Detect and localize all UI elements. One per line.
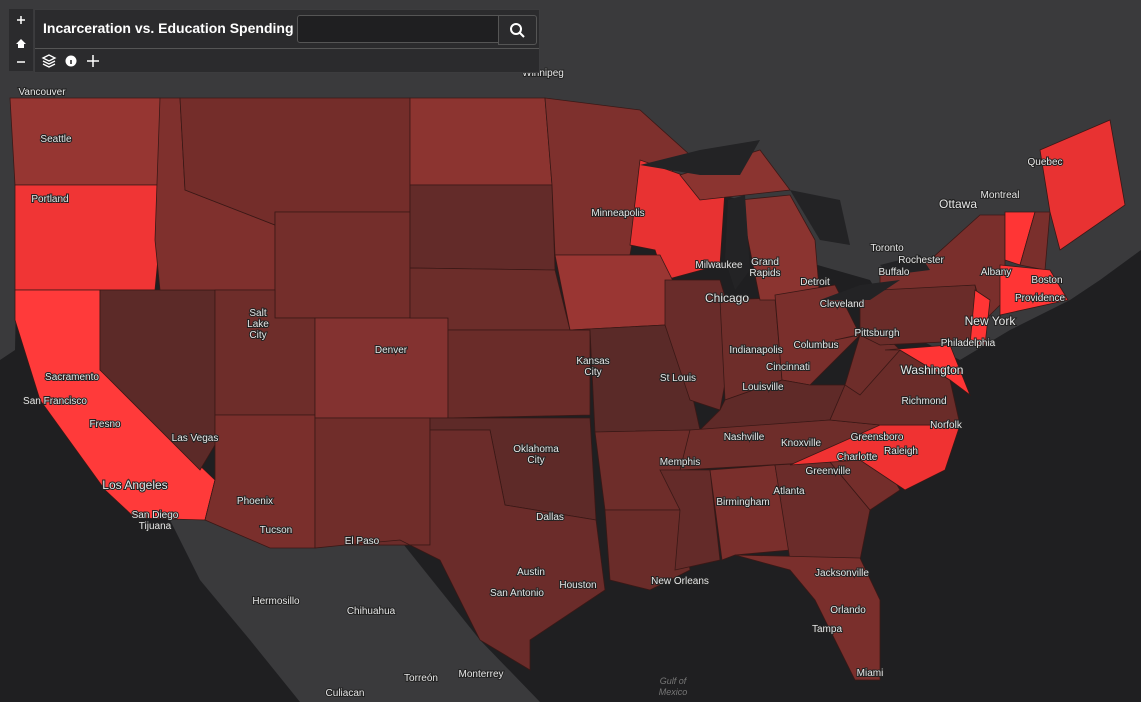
city-label: Philadelphia: [941, 338, 996, 349]
city-label: Richmond: [901, 396, 946, 407]
city-label: City: [584, 367, 601, 378]
city-label: Phoenix: [237, 496, 273, 507]
city-label: Seattle: [40, 134, 72, 145]
city-label: Jacksonville: [815, 568, 869, 579]
states: [9, 97, 1126, 681]
city-label: Chihuahua: [347, 606, 396, 617]
city-label: Memphis: [660, 457, 701, 468]
city-label: Austin: [517, 567, 545, 578]
city-label: Culiacan: [326, 688, 365, 699]
city-label: Fresno: [89, 419, 121, 430]
city-label: Chicago: [705, 291, 749, 305]
city-label: Boston: [1031, 275, 1062, 286]
city-label: Tucson: [260, 525, 292, 536]
city-label: Ottawa: [939, 197, 977, 211]
city-label: Minneapolis: [591, 208, 644, 219]
city-label: Atlanta: [773, 486, 805, 497]
city-label: Quebec: [1027, 157, 1062, 168]
city-label: Lake: [247, 319, 269, 330]
city-label: Cincinnati: [766, 362, 810, 373]
city-label: Buffalo: [879, 267, 910, 278]
city-label: Toronto: [870, 243, 904, 254]
city-label: San Antonio: [490, 588, 544, 599]
locate-button[interactable]: [87, 55, 99, 67]
zoom-in[interactable]: [17, 16, 25, 24]
city-label: Rochester: [898, 255, 944, 266]
city-label: City: [527, 455, 544, 466]
city-label: Greenville: [805, 466, 850, 477]
city-label: Nashville: [724, 432, 765, 443]
search-icon: [510, 23, 525, 38]
city-label: Raleigh: [884, 446, 918, 457]
city-label: Albany: [981, 267, 1012, 278]
city-label: Milwaukee: [695, 260, 743, 271]
city-label: Knoxville: [781, 438, 821, 449]
city-label: Rapids: [749, 268, 780, 279]
header-panel: Incarceration vs. Education Spending: [34, 9, 540, 73]
app-title: Incarceration vs. Education Spending: [43, 20, 294, 36]
city-label: Charlotte: [837, 452, 878, 463]
lakes: [640, 140, 930, 300]
city-label: Houston: [559, 580, 596, 591]
city-label: Oklahoma: [513, 444, 559, 455]
city-label: Las Vegas: [172, 433, 219, 444]
zoom-icons: [16, 16, 26, 63]
zoom-controls: [9, 9, 33, 71]
city-label: Washington: [901, 363, 964, 377]
info-glyph: [70, 60, 72, 64]
city-label: Grand: [751, 257, 779, 268]
city-label: Torreón: [404, 673, 438, 684]
city-label: New York: [965, 314, 1017, 328]
city-label: New Orleans: [651, 576, 709, 587]
city-label: El Paso: [345, 536, 380, 547]
city-label: Norfolk: [930, 420, 963, 431]
city-label: City: [249, 330, 266, 341]
divider: [35, 48, 539, 49]
toolbar: [41, 54, 99, 68]
search-input[interactable]: [297, 15, 499, 43]
city-label: Montreal: [981, 190, 1020, 201]
city-label: Kansas: [576, 356, 609, 367]
city-label: San Diego: [132, 510, 179, 521]
city-label: Los Angeles: [102, 478, 167, 492]
city-label: Vancouver: [18, 87, 66, 98]
city-label: Providence: [1015, 293, 1065, 304]
city-label: St Louis: [660, 373, 696, 384]
city-label: Indianapolis: [729, 345, 782, 356]
home-button[interactable]: [16, 39, 26, 48]
city-label: Cleveland: [820, 299, 864, 310]
city-label: Birmingham: [716, 497, 769, 508]
city-label: Portland: [31, 194, 68, 205]
city-label: San Francisco: [23, 396, 87, 407]
city-label: Pittsburgh: [854, 328, 899, 339]
city-label: Louisville: [742, 382, 784, 393]
layers-button[interactable]: [41, 54, 57, 68]
city-label: Detroit: [800, 277, 830, 288]
city-label: Dallas: [536, 512, 564, 523]
city-label: Tijuana: [139, 521, 172, 532]
city-label: Salt: [249, 308, 266, 319]
search-button[interactable]: [498, 15, 537, 45]
city-label: Columbus: [793, 340, 838, 351]
city-label: Greensboro: [851, 432, 904, 443]
city-label: Sacramento: [45, 372, 99, 383]
city-label: Tampa: [812, 624, 842, 635]
city-labels: Vancouver Seattle Portland Winnipeg Queb…: [17, 67, 1066, 700]
city-label: Denver: [375, 345, 408, 356]
city-label: Miami: [857, 668, 884, 679]
city-label: Orlando: [830, 605, 866, 616]
water-label: Mexico: [659, 687, 688, 697]
city-label: Monterrey: [458, 669, 503, 680]
city-label: Hermosillo: [252, 596, 300, 607]
water-label: Gulf of: [660, 676, 688, 686]
